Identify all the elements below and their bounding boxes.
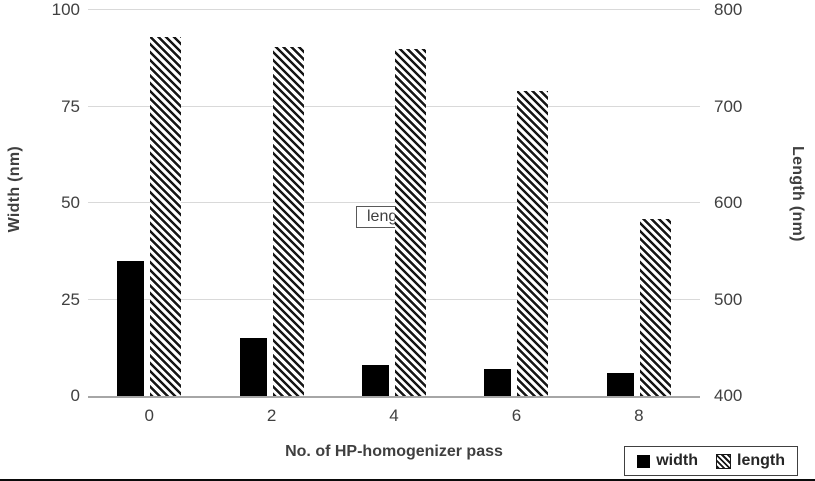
bar-group-pass-6 — [484, 91, 549, 396]
right-y-tick-label: 700 — [714, 96, 743, 116]
left-y-tick-label: 25 — [61, 289, 80, 309]
width-swatch-icon — [637, 454, 651, 468]
width-bar — [362, 365, 389, 396]
right-axis-tick-labels: 400 500 600 700 800 — [714, 1, 774, 405]
width-bar — [484, 368, 512, 396]
x-tick-label: 8 — [634, 406, 644, 425]
x-tick-label: 4 — [389, 406, 399, 425]
legend-item-width: width — [637, 452, 698, 470]
left-y-tick-label: 50 — [61, 193, 80, 212]
width-bar — [606, 372, 634, 396]
bar-group-pass-4 — [362, 48, 426, 396]
length-bar — [150, 37, 182, 396]
left-y-tick-label: 0 — [70, 386, 80, 405]
right-y-tick-label: 400 — [714, 386, 743, 405]
x-tick-label: 0 — [144, 406, 154, 425]
left-axis-title: Width (nm) — [6, 146, 23, 233]
length-bar — [272, 46, 304, 396]
gridline — [88, 298, 700, 300]
right-axis-title: Length (nm) — [789, 146, 806, 242]
right-y-tick-label: 500 — [714, 289, 743, 309]
left-y-tick-label: 100 — [51, 0, 80, 19]
legend-label-width: width — [656, 452, 698, 469]
legend-label-length: length — [737, 452, 785, 469]
length-bar — [517, 91, 549, 396]
width-bar — [117, 260, 145, 396]
bar-group-pass-8 — [606, 219, 671, 396]
legend: width length — [624, 446, 798, 476]
right-y-tick-label: 800 — [714, 0, 743, 19]
width-bar — [239, 338, 267, 396]
left-axis-tick-labels: 0 25 50 75 100 — [34, 1, 80, 405]
x-tick-label: 6 — [511, 406, 522, 425]
right-y-tick-label: 600 — [714, 193, 743, 212]
gridline — [88, 9, 700, 10]
plot-area: length — [88, 9, 700, 398]
x-axis-title: No. of HP-homogenizer pass — [285, 443, 503, 460]
gridline — [88, 105, 700, 107]
left-y-tick-label: 75 — [61, 96, 80, 116]
x-axis-tick-labels: 0 2 4 6 8 — [88, 406, 700, 426]
length-bar — [395, 48, 426, 396]
bar-group-pass-0 — [117, 37, 182, 396]
bar-group-pass-2 — [239, 46, 304, 396]
gridline — [88, 202, 700, 203]
length-bar — [639, 219, 671, 396]
x-tick-label: 2 — [266, 406, 277, 425]
legend-item-length: length — [716, 452, 785, 470]
figure-bottom-border — [0, 479, 815, 481]
length-swatch-icon — [716, 453, 731, 469]
